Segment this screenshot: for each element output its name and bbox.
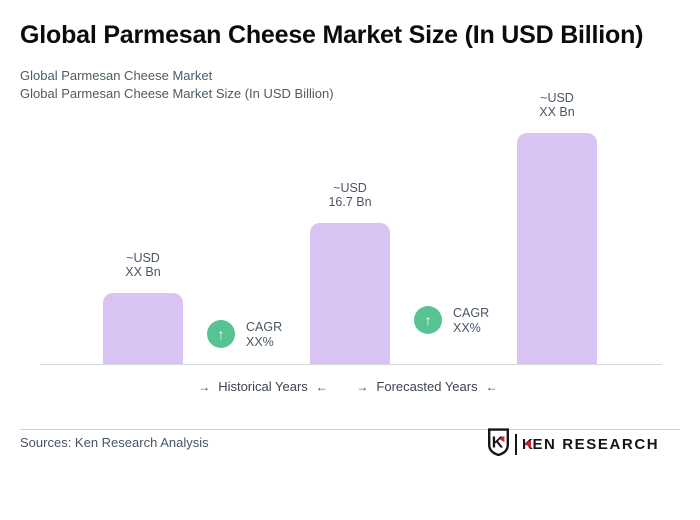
bar-1-label-line-1: ~USD xyxy=(126,251,160,265)
growth-circle-2: ↑ xyxy=(414,306,442,334)
cagr-badge-2: ↑ CAGR XX% xyxy=(414,306,489,335)
chart-subtitle: Global Parmesan Cheese Market Global Par… xyxy=(20,67,334,103)
bar-2-label-line-1: ~USD xyxy=(333,181,367,195)
sources-text: Sources: Ken Research Analysis xyxy=(20,435,209,450)
growth-circle-1: ↑ xyxy=(207,320,235,348)
bar-3-label: ~USD XX Bn xyxy=(497,91,617,119)
bar-2 xyxy=(310,223,390,364)
arrow-right-icon: → xyxy=(356,379,369,394)
axis-group-historical: → Historical Years ← xyxy=(178,379,348,394)
arrow-left-icon: ← xyxy=(485,379,498,394)
forecasted-years-label: Forecasted Years xyxy=(376,379,478,394)
bar-3-label-line-2: XX Bn xyxy=(539,105,575,119)
logo-wordmark-rest: EN RESEARCH xyxy=(532,435,660,453)
cagr-value-2: XX% xyxy=(453,320,481,335)
bar-3 xyxy=(517,133,597,364)
bar-1 xyxy=(103,293,183,364)
cagr-value-1: XX% xyxy=(246,334,274,349)
cagr-label-1: CAGR xyxy=(246,320,283,334)
arrow-right-icon: → xyxy=(198,379,211,394)
svg-text:K: K xyxy=(492,434,504,451)
cagr-badge-1: ↑ CAGR XX% xyxy=(207,320,282,349)
historical-years-label: Historical Years xyxy=(218,379,308,394)
arrow-up-icon: ↑ xyxy=(217,326,225,342)
logo-wordmark: K EN RESEARCH xyxy=(522,436,659,453)
ken-research-logo: K K EN RESEARCH xyxy=(487,427,659,461)
subtitle-line-1: Global Parmesan Cheese Market xyxy=(20,68,213,83)
bar-2-label-line-2: 16.7 Bn xyxy=(328,195,372,209)
cagr-label-2: CAGR xyxy=(453,306,490,320)
bar-3-label-line-1: ~USD xyxy=(540,91,574,105)
subtitle-line-2: Global Parmesan Cheese Market Size (In U… xyxy=(20,86,334,101)
arrow-left-icon: ← xyxy=(315,379,328,394)
page-title: Global Parmesan Cheese Market Size (In U… xyxy=(20,21,644,49)
x-axis-line xyxy=(40,364,662,365)
bar-1-label: ~USD XX Bn xyxy=(83,251,203,279)
bar-1-label-line-2: XX Bn xyxy=(125,265,161,279)
axis-group-forecasted: → Forecasted Years ← xyxy=(342,379,512,394)
logo-separator xyxy=(515,433,517,455)
logo-red-triangle-icon xyxy=(525,440,532,448)
ken-research-shield-icon: K xyxy=(487,427,510,461)
bar-2-label: ~USD 16.7 Bn xyxy=(290,181,410,209)
cagr-text-2: CAGR XX% xyxy=(453,306,489,335)
arrow-up-icon: ↑ xyxy=(424,312,432,328)
footer-divider xyxy=(20,429,680,430)
cagr-text-1: CAGR XX% xyxy=(246,320,282,349)
